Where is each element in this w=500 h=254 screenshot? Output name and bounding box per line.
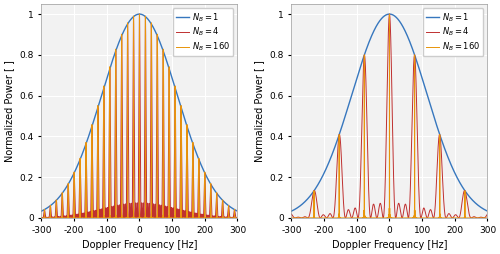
$N_B = 1$: [484, 210, 490, 213]
$N_B = 4$: [208, 200, 214, 203]
Line: $N_B = 160$: $N_B = 160$: [292, 14, 488, 218]
$N_B = 160$: [392, 216, 398, 219]
$N_B = 160$: [86, 216, 91, 219]
Line: $N_B = 160$: $N_B = 160$: [42, 14, 237, 218]
$N_B = 4$: [332, 209, 338, 212]
Line: $N_B = 4$: $N_B = 4$: [292, 14, 488, 218]
$N_B = 160$: [234, 216, 240, 219]
$N_B = 160$: [332, 216, 338, 219]
$N_B = 160$: [336, 216, 342, 219]
$N_B = 160$: [484, 216, 490, 219]
$N_B = 160$: [288, 216, 294, 219]
$N_B = 160$: [82, 216, 87, 219]
$N_B = 4$: [386, 12, 392, 15]
$N_B = 1$: [288, 210, 294, 213]
X-axis label: Doppler Frequency [Hz]: Doppler Frequency [Hz]: [332, 240, 447, 250]
$N_B = 4$: [142, 34, 148, 37]
$N_B = 160$: [60, 216, 66, 219]
$N_B = 160$: [458, 216, 464, 219]
Line: $N_B = 1$: $N_B = 1$: [292, 14, 488, 211]
$N_B = 4$: [234, 216, 240, 219]
Legend: $N_B = 1$, $N_B = 4$, $N_B = 160$: $N_B = 1$, $N_B = 4$, $N_B = 160$: [172, 8, 234, 56]
$N_B = 160$: [301, 216, 307, 219]
$N_B = 4$: [474, 216, 480, 219]
$N_B = 1$: [336, 135, 342, 138]
$N_B = 4$: [38, 216, 44, 219]
Y-axis label: Normalized Power [ ]: Normalized Power [ ]: [254, 60, 264, 162]
$N_B = 4$: [136, 12, 142, 15]
$N_B = 160$: [294, 216, 300, 219]
$N_B = 1$: [82, 147, 87, 150]
Legend: $N_B = 1$, $N_B = 4$, $N_B = 160$: $N_B = 1$, $N_B = 4$, $N_B = 160$: [422, 8, 484, 56]
$N_B = 1$: [392, 15, 398, 18]
$N_B = 4$: [392, 214, 398, 217]
$N_B = 1$: [136, 12, 142, 15]
$N_B = 160$: [136, 12, 142, 15]
$N_B = 4$: [288, 213, 294, 216]
$N_B = 4$: [336, 138, 342, 141]
$N_B = 4$: [44, 216, 51, 219]
X-axis label: Doppler Frequency [Hz]: Doppler Frequency [Hz]: [82, 240, 197, 250]
$N_B = 1$: [310, 191, 316, 194]
$N_B = 160$: [38, 216, 44, 219]
$N_B = 4$: [294, 216, 300, 219]
$N_B = 160$: [44, 216, 51, 219]
$N_B = 160$: [210, 216, 216, 219]
$N_B = 1$: [60, 191, 66, 194]
$N_B = 160$: [208, 216, 214, 219]
$N_B = 4$: [310, 194, 316, 197]
$N_B = 4$: [86, 213, 91, 216]
$N_B = 1$: [386, 12, 392, 15]
Line: $N_B = 1$: $N_B = 1$: [42, 14, 237, 211]
$N_B = 1$: [38, 210, 44, 213]
$N_B = 160$: [142, 216, 148, 219]
$N_B = 160$: [310, 216, 316, 219]
$N_B = 4$: [60, 200, 66, 203]
$N_B = 4$: [458, 206, 464, 209]
$N_B = 160$: [386, 12, 392, 15]
$N_B = 4$: [82, 216, 87, 219]
$N_B = 1$: [208, 184, 214, 187]
$N_B = 1$: [332, 147, 338, 150]
$N_B = 1$: [44, 206, 51, 209]
$N_B = 1$: [458, 184, 464, 187]
$N_B = 1$: [142, 15, 148, 18]
Y-axis label: Normalized Power [ ]: Normalized Power [ ]: [4, 60, 14, 162]
Line: $N_B = 4$: $N_B = 4$: [42, 14, 237, 218]
$N_B = 4$: [484, 213, 490, 216]
$N_B = 4$: [188, 216, 194, 219]
$N_B = 1$: [294, 206, 300, 209]
$N_B = 1$: [234, 210, 240, 213]
$N_B = 1$: [86, 135, 91, 138]
